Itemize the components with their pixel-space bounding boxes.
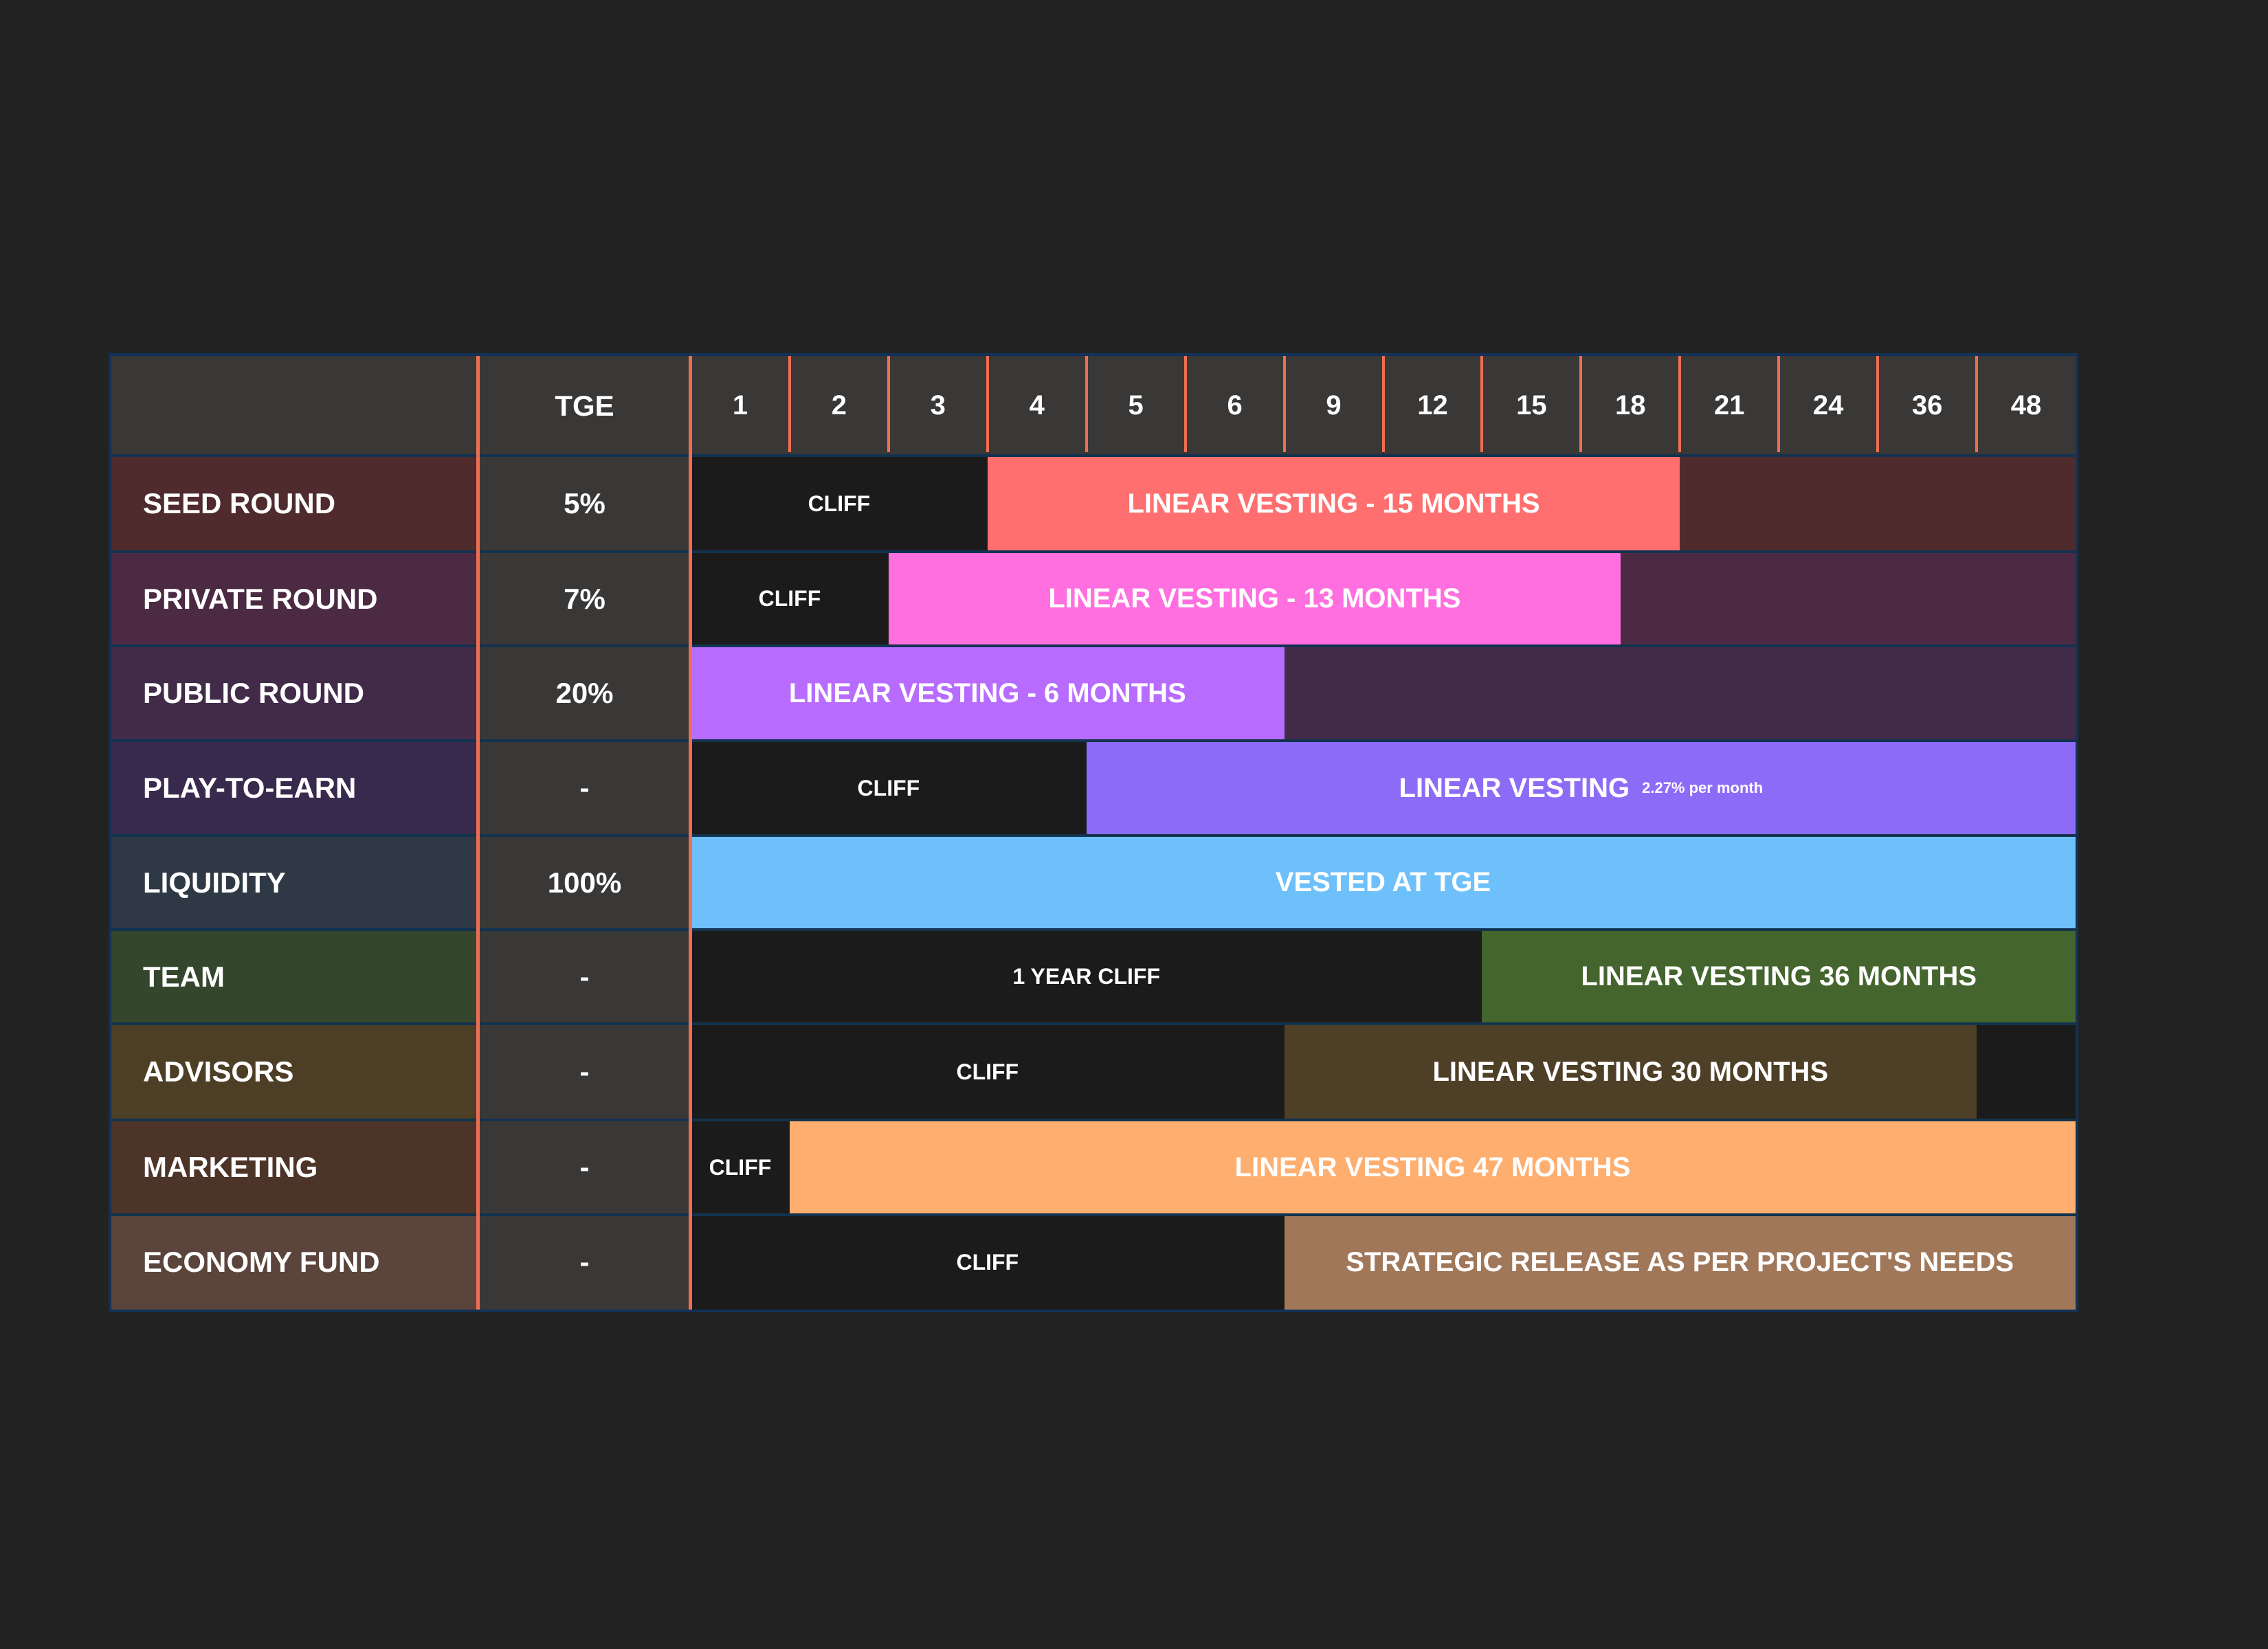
month-column-divider bbox=[1777, 356, 1781, 452]
row-tge-value: - bbox=[478, 741, 691, 835]
row-divider bbox=[111, 644, 2076, 647]
vesting-schedule-table: TGE 1 2 3 4 5 6 9 12 15 18 21 24 36 48 SEED ROUND 5% CLIF… bbox=[111, 356, 2076, 1310]
header-month: 3 bbox=[888, 356, 988, 456]
vesting-bar: LINEAR VESTING 47 MONTHS bbox=[789, 1120, 2076, 1215]
row-tge-value: 20% bbox=[478, 646, 691, 741]
cliff-label: 1 YEAR CLIFF bbox=[1012, 964, 1160, 989]
row-divider bbox=[111, 454, 2076, 457]
vesting-note: 2.27% per month bbox=[1642, 779, 1764, 796]
vesting-label: LINEAR VESTING bbox=[1399, 772, 1630, 803]
cliff-bar: CLIFF bbox=[691, 1120, 790, 1215]
vesting-label: LINEAR VESTING 36 MONTHS bbox=[1581, 961, 1977, 991]
vesting-label: VESTED AT TGE bbox=[1275, 867, 1491, 897]
header-month: 4 bbox=[987, 356, 1087, 456]
vesting-bar: STRATEGIC RELEASE AS PER PROJECT'S NEEDS bbox=[1284, 1215, 2076, 1310]
row-tge-value: - bbox=[478, 1120, 691, 1215]
row-divider bbox=[111, 1213, 2076, 1216]
cliff-label: CLIFF bbox=[956, 1249, 1019, 1275]
row-label: MARKETING bbox=[111, 1120, 478, 1215]
header-month: 5 bbox=[1086, 356, 1186, 456]
row-divider bbox=[111, 550, 2076, 553]
vesting-label: LINEAR VESTING 30 MONTHS bbox=[1432, 1056, 1829, 1087]
header-month: 2 bbox=[789, 356, 889, 456]
row-label: ECONOMY FUND bbox=[111, 1215, 478, 1310]
row-tge-value: - bbox=[478, 1024, 691, 1120]
vesting-label: LINEAR VESTING - 13 MONTHS bbox=[1048, 583, 1461, 614]
cliff-bar: CLIFF bbox=[691, 1024, 1285, 1120]
cliff-bar: CLIFF bbox=[691, 1215, 1285, 1310]
cliff-label: CLIFF bbox=[857, 775, 920, 800]
row-label: PLAY-TO-EARN bbox=[111, 741, 478, 835]
vesting-bar: LINEAR VESTING 36 MONTHS bbox=[1482, 930, 2076, 1024]
header-month: 18 bbox=[1581, 356, 1680, 456]
row-label: LIQUIDITY bbox=[111, 835, 478, 930]
month-column-divider bbox=[887, 356, 890, 452]
row-tge-value: - bbox=[478, 930, 691, 1024]
month-column-divider bbox=[1876, 356, 1880, 452]
row-divider bbox=[111, 739, 2076, 742]
header-month: 1 bbox=[691, 356, 790, 456]
header-month: 15 bbox=[1482, 356, 1581, 456]
row-label: SEED ROUND bbox=[111, 456, 478, 552]
month-column-divider bbox=[1282, 356, 1286, 452]
cliff-bar: CLIFF bbox=[691, 552, 889, 646]
row-label: PUBLIC ROUND bbox=[111, 646, 478, 741]
vesting-bar: LINEAR VESTING 30 MONTHS bbox=[1284, 1024, 1977, 1120]
month-column-divider bbox=[1085, 356, 1088, 452]
cliff-bar: CLIFF bbox=[691, 456, 988, 552]
vesting-bar: LINEAR VESTING - 15 MONTHS bbox=[987, 456, 1680, 552]
cliff-bar: CLIFF bbox=[691, 741, 1087, 835]
label-column-divider bbox=[476, 356, 480, 1310]
month-column-divider bbox=[788, 356, 791, 452]
header-month: 6 bbox=[1185, 356, 1285, 456]
cliff-label: CLIFF bbox=[758, 586, 821, 611]
month-column-divider bbox=[1183, 356, 1187, 452]
row-divider bbox=[111, 1022, 2076, 1025]
month-column-divider bbox=[1678, 356, 1682, 452]
vesting-label: LINEAR VESTING 47 MONTHS bbox=[1234, 1152, 1631, 1182]
row-divider bbox=[111, 1119, 2076, 1121]
header-blank-cell bbox=[111, 356, 478, 456]
cliff-label: CLIFF bbox=[956, 1059, 1019, 1084]
vesting-label: STRATEGIC RELEASE AS PER PROJECT'S NEEDS bbox=[1346, 1246, 2014, 1277]
row-tge-value: 7% bbox=[478, 552, 691, 646]
header-month: 12 bbox=[1383, 356, 1482, 456]
vesting-label: LINEAR VESTING - 6 MONTHS bbox=[788, 677, 1186, 708]
row-tge-value: 5% bbox=[478, 456, 691, 552]
row-label: PRIVATE ROUND bbox=[111, 552, 478, 646]
month-column-divider bbox=[1579, 356, 1583, 452]
row-label: TEAM bbox=[111, 930, 478, 1024]
header-tge: TGE bbox=[478, 356, 691, 456]
vesting-bar: LINEAR VESTING 2.27% per month bbox=[1086, 741, 2076, 835]
month-column-divider bbox=[1480, 356, 1484, 452]
header-month: 24 bbox=[1779, 356, 1878, 456]
header-month: 21 bbox=[1680, 356, 1779, 456]
row-divider bbox=[111, 928, 2076, 931]
month-column-divider bbox=[1975, 356, 1979, 452]
row-divider bbox=[111, 834, 2076, 837]
tge-column-divider bbox=[689, 356, 692, 1310]
month-column-divider bbox=[986, 356, 989, 452]
cliff-bar: 1 YEAR CLIFF bbox=[691, 930, 1482, 1024]
header-month: 9 bbox=[1284, 356, 1383, 456]
vesting-label: LINEAR VESTING - 15 MONTHS bbox=[1127, 488, 1540, 519]
header-month: 36 bbox=[1878, 356, 1977, 456]
vesting-bar: VESTED AT TGE bbox=[691, 835, 2076, 930]
vesting-bar: LINEAR VESTING - 6 MONTHS bbox=[691, 646, 1285, 741]
row-label: ADVISORS bbox=[111, 1024, 478, 1120]
row-tge-value: - bbox=[478, 1215, 691, 1310]
vesting-bar: LINEAR VESTING - 13 MONTHS bbox=[888, 552, 1621, 646]
month-column-divider bbox=[1381, 356, 1385, 452]
row-tge-value: 100% bbox=[478, 835, 691, 930]
cliff-label: CLIFF bbox=[808, 491, 871, 516]
header-month: 48 bbox=[1977, 356, 2076, 456]
cliff-label: CLIFF bbox=[709, 1154, 772, 1180]
